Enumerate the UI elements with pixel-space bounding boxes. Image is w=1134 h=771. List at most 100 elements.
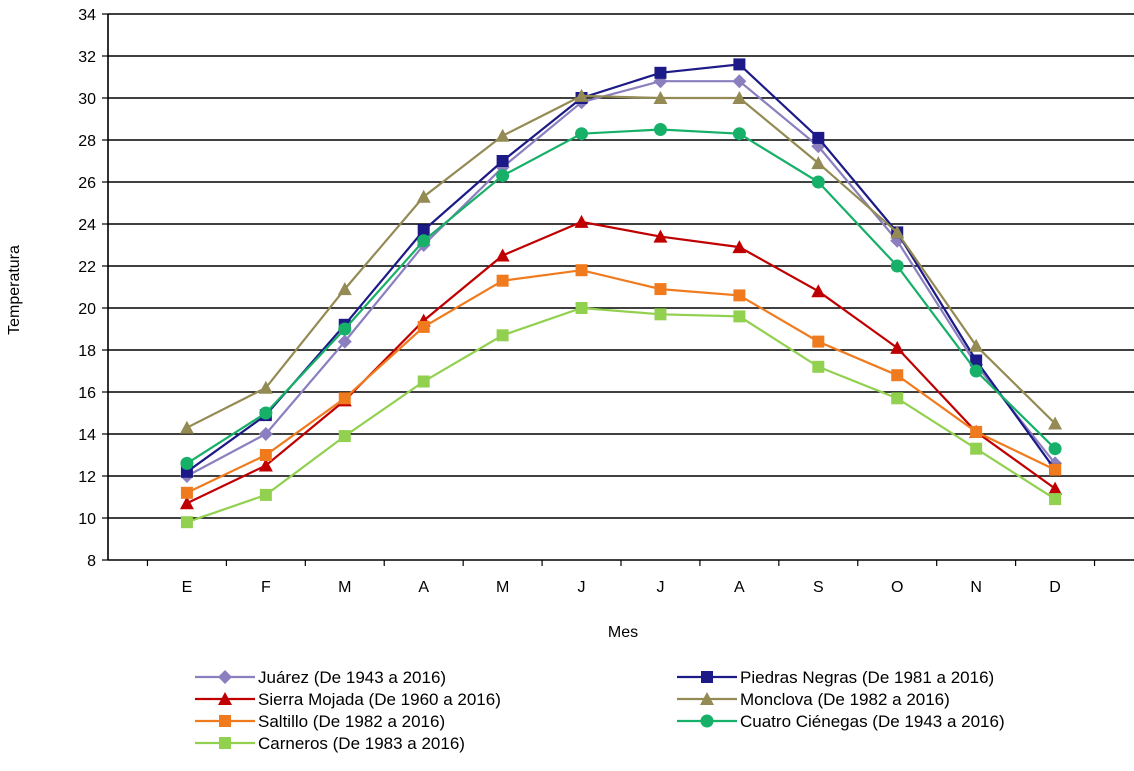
x-tick-label: J <box>578 579 586 596</box>
legend-swatch-marker <box>219 715 231 727</box>
x-tick-label: S <box>813 579 824 596</box>
y-tick-label: 34 <box>78 7 96 24</box>
series-line <box>186 269 1056 494</box>
data-point <box>259 406 273 420</box>
series-line <box>186 80 1056 477</box>
data-point <box>890 225 905 239</box>
data-point <box>496 155 509 167</box>
y-tick-label: 12 <box>78 469 96 486</box>
axes <box>102 13 1134 566</box>
y-tick-label: 26 <box>78 175 96 192</box>
data-point <box>891 392 904 405</box>
data-point <box>575 127 589 141</box>
data-point <box>495 248 510 262</box>
legend-label: Saltillo (De 1982 a 2016) <box>258 712 445 731</box>
legend-label: Juárez (De 1943 a 2016) <box>258 668 446 687</box>
data-point <box>654 66 667 79</box>
y-tick-labels: 8 10 12 14 16 18 20 22 24 26 28 30 32 34 <box>78 7 96 570</box>
y-tick-label: 14 <box>78 427 96 444</box>
data-point <box>969 364 983 378</box>
data-point <box>338 430 351 443</box>
x-tick-label: A <box>418 579 429 596</box>
x-tick-label: N <box>970 579 982 596</box>
data-point <box>733 289 746 302</box>
data-point <box>891 369 904 382</box>
series-4 <box>180 264 1062 499</box>
data-point <box>732 127 746 141</box>
y-tick-label: 20 <box>78 301 96 318</box>
data-point <box>653 229 668 243</box>
series-5 <box>180 123 1062 470</box>
data-point <box>969 338 984 352</box>
data-point <box>811 175 825 189</box>
data-point <box>574 214 589 228</box>
data-point <box>970 425 983 438</box>
data-point <box>1049 493 1062 506</box>
data-point <box>337 334 352 349</box>
data-point <box>732 91 747 104</box>
y-tick-label: 10 <box>78 511 96 528</box>
legend-entry: Cuatro Ciénegas (De 1943 a 2016) <box>677 712 1005 731</box>
legend-label: Sierra Mojada (De 1960 a 2016) <box>258 690 501 709</box>
data-point <box>653 123 667 136</box>
legend-label: Carneros (De 1983 a 2016) <box>258 734 465 753</box>
data-point <box>496 329 509 342</box>
legend-swatch-marker <box>219 737 231 749</box>
data-point <box>180 516 193 529</box>
data-point <box>417 375 430 388</box>
gridlines <box>108 13 1134 519</box>
legend-swatch-marker <box>218 670 232 684</box>
data-point <box>733 310 746 323</box>
data-point <box>812 360 825 373</box>
data-point <box>812 335 825 348</box>
data-point <box>496 274 509 287</box>
data-point <box>970 354 983 367</box>
x-tick-label: J <box>656 579 664 596</box>
data-point <box>812 131 825 144</box>
series-line <box>186 220 1056 505</box>
x-tick-label: A <box>734 579 745 596</box>
data-point <box>258 427 273 441</box>
data-point <box>495 128 510 142</box>
series-group <box>179 58 1063 529</box>
series-line <box>186 128 1056 465</box>
data-point <box>890 259 904 273</box>
series-line <box>186 63 1056 473</box>
legend-label: Piedras Negras (De 1981 a 2016) <box>740 668 994 687</box>
legend-swatch-marker <box>700 714 714 728</box>
y-tick-label: 32 <box>78 49 96 66</box>
legend-swatch-marker <box>218 692 232 705</box>
data-point <box>259 449 272 461</box>
data-point <box>416 189 431 203</box>
legend-entry: Piedras Negras (De 1981 a 2016) <box>677 668 994 687</box>
data-point <box>1049 463 1062 476</box>
data-point <box>180 486 193 499</box>
data-point <box>732 74 747 89</box>
y-tick-label: 8 <box>87 553 96 570</box>
series-line <box>186 94 1056 429</box>
y-tick-label: 28 <box>78 133 96 150</box>
data-point <box>732 240 747 254</box>
series-6 <box>180 302 1062 529</box>
legend-label: Monclova (De 1982 a 2016) <box>740 690 950 709</box>
x-tick-label: O <box>891 579 903 596</box>
data-point <box>574 88 589 102</box>
data-point <box>259 488 272 501</box>
y-tick-label: 16 <box>78 385 96 402</box>
data-point <box>654 283 667 296</box>
y-tick-label: 22 <box>78 259 96 276</box>
x-tick-label: M <box>338 579 351 596</box>
legend-entry: Saltillo (De 1982 a 2016) <box>195 712 445 731</box>
series-3 <box>179 88 1063 434</box>
data-point <box>654 308 667 321</box>
legend-swatch-marker <box>700 692 714 705</box>
x-tick-label: F <box>261 579 271 596</box>
legend-entry: Monclova (De 1982 a 2016) <box>677 690 950 709</box>
legend-entry: Carneros (De 1983 a 2016) <box>195 734 465 753</box>
y-tick-label: 18 <box>78 343 96 360</box>
data-point <box>258 458 273 472</box>
y-axis-title: Temperatura <box>6 245 23 335</box>
data-point <box>733 58 746 71</box>
y-tick-label: 24 <box>78 217 96 234</box>
